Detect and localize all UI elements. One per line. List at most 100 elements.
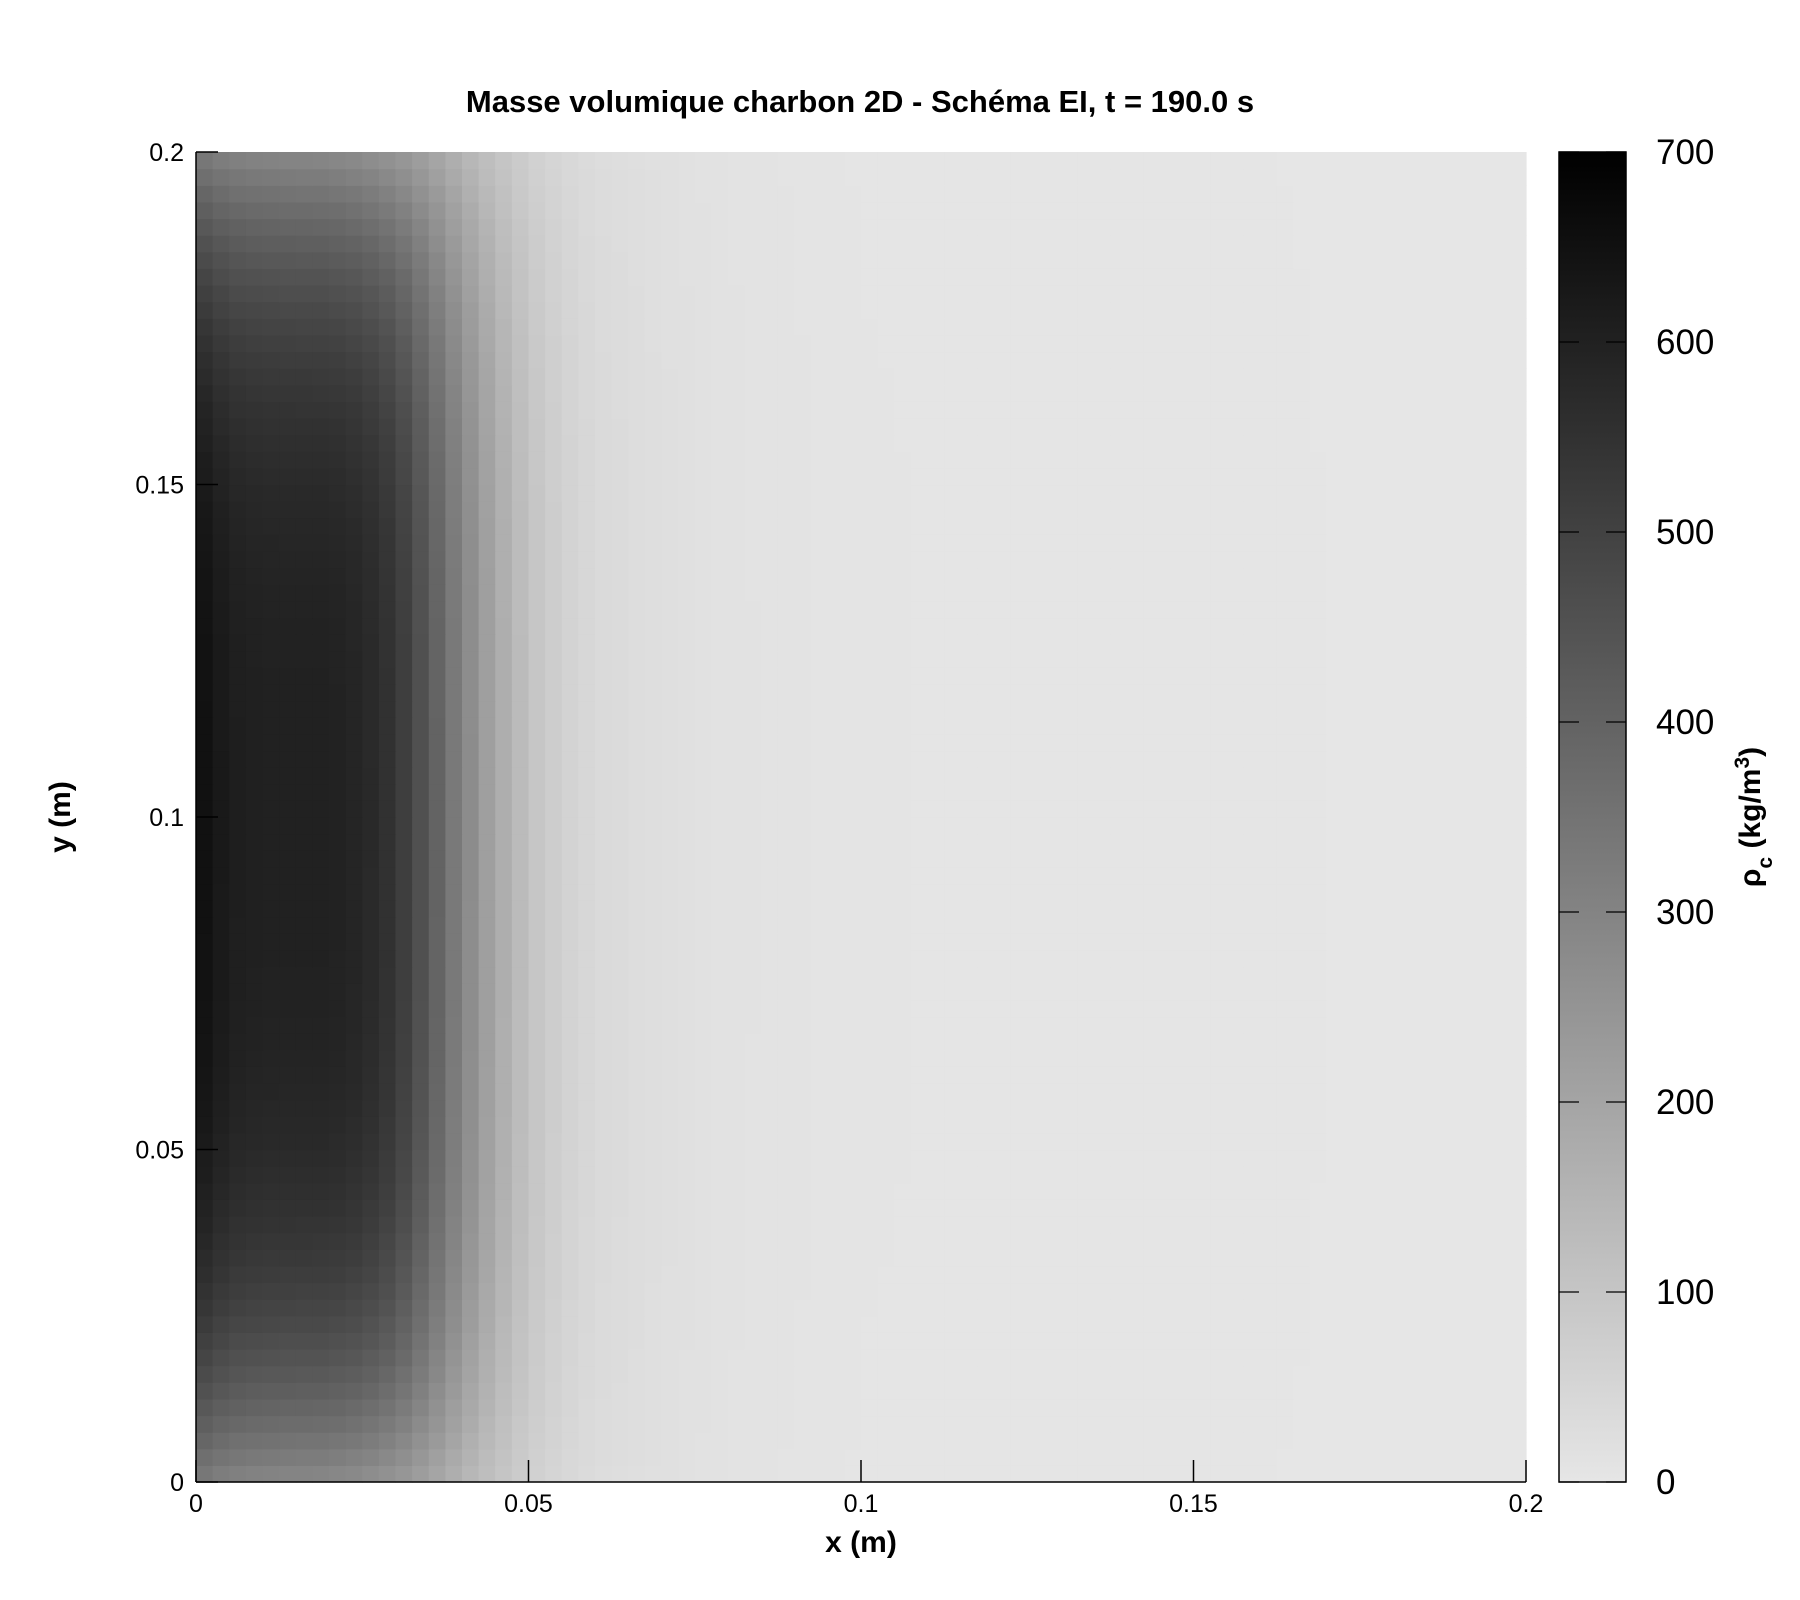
heatmap-cell [545,1199,563,1217]
heatmap-cell [711,1066,729,1084]
heatmap-cell [694,1166,712,1184]
heatmap-cell [1376,700,1394,718]
heatmap-cell [960,1033,978,1051]
heatmap-cell [694,1232,712,1250]
heatmap-cell [528,1049,546,1067]
heatmap-cell [1127,1216,1145,1234]
heatmap-cell [462,999,480,1018]
heatmap-cell [412,1049,430,1067]
heatmap-cell [910,1083,929,1101]
heatmap-cell [312,451,330,469]
heatmap-cell [545,1066,563,1084]
heatmap-cell [611,517,629,535]
heatmap-cell [694,916,712,934]
heatmap-cell [644,1182,663,1200]
heatmap-cell [861,1249,879,1267]
heatmap-cell [777,1033,796,1051]
heatmap-cell [595,1349,613,1367]
heatmap-cell [1442,1199,1461,1217]
heatmap-cell [944,733,962,752]
heatmap-cell [910,600,929,619]
heatmap-cell [1409,733,1427,752]
heatmap-cell [578,534,596,552]
heatmap-cell [1459,950,1477,968]
heatmap-cell [1442,850,1461,868]
heatmap-cell [511,1332,530,1350]
heatmap-cell [1060,634,1078,652]
heatmap-cell [844,966,862,984]
heatmap-cell [378,584,397,602]
heatmap-cell [1160,1232,1178,1250]
heatmap-cell [279,1049,297,1067]
heatmap-cell [1193,1448,1211,1466]
heatmap-cell [1492,1116,1510,1134]
heatmap-cell [910,1066,929,1084]
heatmap-cell [944,1432,962,1450]
heatmap-cell [1409,451,1427,469]
heatmap-cell [761,517,779,535]
heatmap-cell [1492,467,1510,486]
heatmap-cell [1393,750,1411,768]
heatmap-cell [611,850,629,868]
heatmap-cell [711,684,729,702]
heatmap-cell [1176,1199,1195,1217]
heatmap-cell [378,484,397,502]
heatmap-cell [1010,1099,1028,1117]
heatmap-cell [1043,1016,1062,1034]
heatmap-cell [661,1249,679,1267]
heatmap-cell [362,1083,380,1101]
heatmap-cell [445,999,463,1018]
heatmap-cell [561,1265,579,1284]
heatmap-cell [1127,600,1145,619]
heatmap-cell [611,1049,629,1067]
heatmap-cell [412,1066,430,1084]
heatmap-cell [1043,966,1062,984]
heatmap-cell [495,1232,513,1250]
heatmap-cell [462,1249,480,1267]
heatmap-cell [811,1265,829,1284]
heatmap-cell [644,983,663,1001]
heatmap-cell [1010,1465,1028,1483]
heatmap-cell [1442,650,1461,668]
heatmap-cell [229,1049,247,1067]
heatmap-cell [1077,733,1095,752]
heatmap-cell [1127,1332,1145,1350]
heatmap-cell [245,833,264,851]
heatmap-cell [295,767,313,785]
heatmap-cell [694,1116,712,1134]
heatmap-cell [977,933,995,951]
heatmap-cell [628,1132,646,1151]
heatmap-cell [994,1216,1012,1234]
heatmap-cell [1176,1249,1195,1267]
heatmap-cell [827,966,845,984]
heatmap-cell [927,1049,945,1067]
heatmap-cell [495,950,513,968]
heatmap-cell [1359,783,1377,801]
heatmap-cell [1459,501,1477,519]
heatmap-cell [395,966,413,984]
heatmap-cell [412,451,430,469]
heatmap-cell [761,600,779,619]
heatmap-cell [511,1432,530,1450]
heatmap-cell [711,1016,729,1034]
heatmap-cell [528,817,546,835]
heatmap-cell [196,916,214,934]
heatmap-cell [345,1249,363,1267]
heatmap-cell [1293,634,1311,652]
heatmap-cell [262,950,280,968]
heatmap-cell [578,733,596,752]
heatmap-cell [611,1083,629,1101]
heatmap-cell [312,484,330,502]
heatmap-cell [428,1016,446,1034]
heatmap-cell [1426,817,1444,835]
heatmap-cell [378,900,397,918]
heatmap-cell [1409,1299,1427,1317]
heatmap-cell [1093,1332,1111,1350]
heatmap-cell [1442,1415,1461,1433]
heatmap-cell [711,916,729,934]
heatmap-cell [1376,1116,1394,1134]
heatmap-cell [595,1365,613,1383]
heatmap-cell [1409,551,1427,569]
heatmap-cell [245,1232,264,1250]
heatmap-cell [910,983,929,1001]
